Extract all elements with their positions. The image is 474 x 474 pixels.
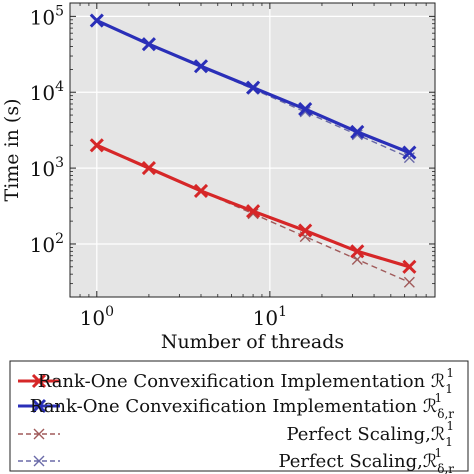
y-tick-label: 104: [30, 79, 64, 105]
x-tick-label: 100: [80, 304, 114, 330]
y-tick-label: 105: [30, 3, 64, 29]
legend-label: Perfect Scaling,ℛ11: [286, 419, 454, 449]
series-1: [89, 138, 417, 274]
legend-swatch-marker: [31, 373, 47, 389]
y-tick-label: 103: [30, 155, 64, 181]
legend-entry-3: Perfect Scaling,ℛ11: [18, 419, 454, 449]
data-point-marker: [403, 276, 415, 288]
y-tick-label: 102: [30, 231, 64, 257]
y-axis-label: Time in (s): [1, 99, 23, 202]
data-point-marker: [89, 138, 104, 153]
legend-label: Rank-One Convexification Implementation …: [30, 391, 455, 421]
data-point-marker: [402, 145, 417, 160]
legend-label: Perfect Scaling,ℛδ,r1: [278, 446, 454, 474]
data-point-marker: [350, 124, 365, 139]
data-point-marker: [298, 223, 313, 238]
data-point-marker: [193, 183, 209, 198]
axis-ticks: 100 101 102 103 104 105: [30, 3, 435, 330]
legend-swatch-marker: [33, 455, 45, 467]
series-2: [89, 13, 417, 160]
plot-background: [70, 3, 435, 297]
data-point-marker: [246, 80, 261, 95]
x-tick-label: 101: [253, 304, 287, 330]
data-point-marker: [246, 204, 261, 219]
data-point-marker: [350, 244, 365, 259]
legend-entry-4: Perfect Scaling,ℛδ,r1: [18, 446, 454, 474]
legend-swatch-marker: [33, 428, 45, 440]
plot-frame: [69, 2, 436, 298]
data-point-marker: [193, 59, 209, 74]
data-point-marker: [298, 102, 313, 117]
grid-lines: [70, 3, 435, 297]
x-axis-label: Number of threads: [161, 331, 344, 353]
legend-swatch-marker: [31, 398, 47, 414]
series-layer: [89, 13, 417, 288]
data-point-marker: [141, 161, 156, 176]
data-point-marker: [141, 37, 156, 52]
data-point-marker: [402, 259, 417, 274]
legend-box: [9, 360, 469, 472]
legend-entry-1: Rank-One Convexification Implementation …: [18, 366, 454, 396]
legend-entry-2: Rank-One Convexification Implementation …: [18, 391, 454, 421]
legend-label: Rank-One Convexification Implementation …: [38, 366, 454, 396]
legend: Rank-One Convexification Implementation …: [9, 360, 469, 474]
data-point-marker: [89, 13, 104, 28]
